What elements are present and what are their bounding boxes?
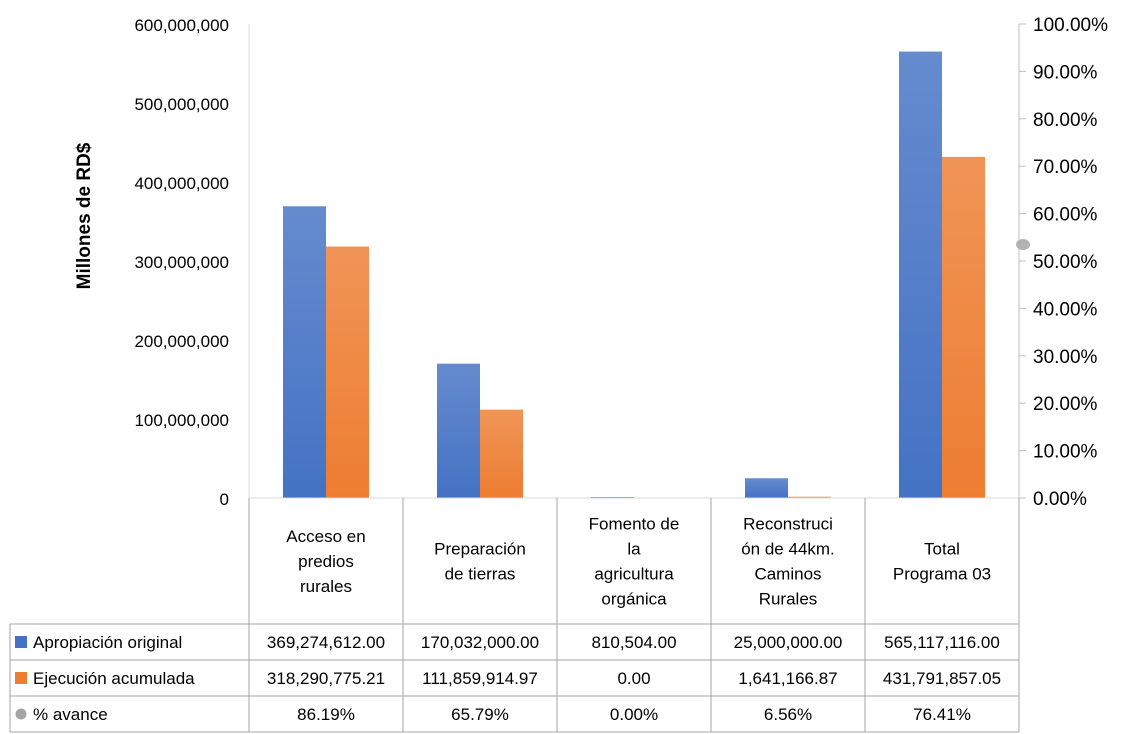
category-label: agricultura bbox=[594, 565, 674, 584]
bar-ejecucion bbox=[480, 409, 523, 498]
data-label: 318,290,775.21 bbox=[267, 669, 385, 688]
bar-ejecucion bbox=[326, 246, 369, 498]
series-name: Apropiación original bbox=[33, 633, 182, 652]
y2-tick-label: 0.00% bbox=[1033, 489, 1087, 510]
category-label: rurales bbox=[300, 577, 352, 596]
y2-tick-label: 70.00% bbox=[1033, 157, 1098, 178]
category-label: Reconstruci bbox=[743, 515, 833, 534]
y2-tick-label: 10.00% bbox=[1033, 442, 1098, 463]
data-label: 65.79% bbox=[451, 705, 509, 724]
percent-marker bbox=[1016, 238, 1030, 250]
y-axis-ticks: 0 100,000,000 200,000,000 300,000,000 400,00… bbox=[134, 16, 229, 509]
data-label: 0.00 bbox=[617, 669, 650, 688]
y2-tick-label: 20.00% bbox=[1033, 394, 1098, 415]
percent-markers bbox=[1016, 238, 1030, 250]
category-label: ón de 44km. bbox=[741, 540, 835, 559]
bar-apropiacion bbox=[437, 363, 480, 498]
data-label: 369,274,612.00 bbox=[267, 633, 385, 652]
y2-tick-label: 100.00% bbox=[1033, 15, 1108, 36]
category-label: Acceso en bbox=[286, 527, 365, 546]
data-label: 6.56% bbox=[764, 705, 812, 724]
y-tick-label: 0 bbox=[220, 490, 229, 509]
data-label: 86.19% bbox=[297, 705, 355, 724]
category-label: Fomento de bbox=[589, 515, 680, 534]
y2-tick-label: 40.00% bbox=[1033, 299, 1098, 320]
series-name: Ejecución acumulada bbox=[33, 669, 195, 688]
y-tick-label: 500,000,000 bbox=[134, 95, 229, 114]
legend-key-circle bbox=[15, 708, 27, 720]
y2-tick-label: 30.00% bbox=[1033, 347, 1098, 368]
y2-tick-label: 60.00% bbox=[1033, 205, 1098, 226]
data-label: 0.00% bbox=[610, 705, 658, 724]
legend-key-square bbox=[15, 672, 27, 684]
category-label: Rurales bbox=[759, 590, 818, 609]
category-label: Preparación bbox=[434, 540, 526, 559]
data-label: 76.41% bbox=[913, 705, 971, 724]
data-label: 810,504.00 bbox=[591, 633, 676, 652]
bar-apropiacion bbox=[899, 51, 942, 498]
bar-apropiacion bbox=[745, 478, 788, 498]
bar-ejecucion bbox=[788, 496, 831, 498]
y-tick-label: 300,000,000 bbox=[134, 253, 229, 272]
y-tick-label: 600,000,000 bbox=[134, 16, 229, 35]
category-label: Programa 03 bbox=[893, 565, 991, 584]
secondary-y-axis-ticks: 0.00% 10.00% 20.00% 30.00% 40.00% 50.00% 60.00… bbox=[1019, 15, 1108, 510]
category-label: Total bbox=[924, 540, 960, 559]
bar-ejecucion bbox=[942, 156, 985, 498]
data-label: 565,117,116.00 bbox=[884, 633, 1000, 652]
y-tick-label: 200,000,000 bbox=[134, 332, 229, 351]
data-label: 1,641,166.87 bbox=[738, 669, 837, 688]
data-label: 25,000,000.00 bbox=[734, 633, 843, 652]
bars bbox=[249, 51, 1019, 499]
legend-key-square bbox=[15, 636, 27, 648]
data-label: 431,791,857.05 bbox=[883, 669, 1001, 688]
y-axis-title: Millones de RD$ bbox=[74, 142, 95, 289]
category-label: Caminos bbox=[754, 565, 821, 584]
category-label: orgánica bbox=[601, 590, 667, 609]
series-name: % avance bbox=[33, 705, 108, 724]
category-label: de tierras bbox=[445, 565, 516, 584]
y-tick-label: 100,000,000 bbox=[134, 411, 229, 430]
data-label: 170,032,000.00 bbox=[421, 633, 539, 652]
bar-apropiacion bbox=[283, 206, 326, 498]
category-label: predios bbox=[298, 552, 354, 571]
y2-tick-label: 90.00% bbox=[1033, 62, 1098, 83]
y-tick-label: 400,000,000 bbox=[134, 174, 229, 193]
data-table: Acceso en predios rurales Preparación de tie… bbox=[9, 498, 1020, 733]
category-label: la bbox=[627, 540, 641, 559]
y2-tick-label: 80.00% bbox=[1033, 110, 1098, 131]
y2-tick-label: 50.00% bbox=[1033, 252, 1098, 273]
data-label: 111,859,914.97 bbox=[422, 669, 538, 688]
